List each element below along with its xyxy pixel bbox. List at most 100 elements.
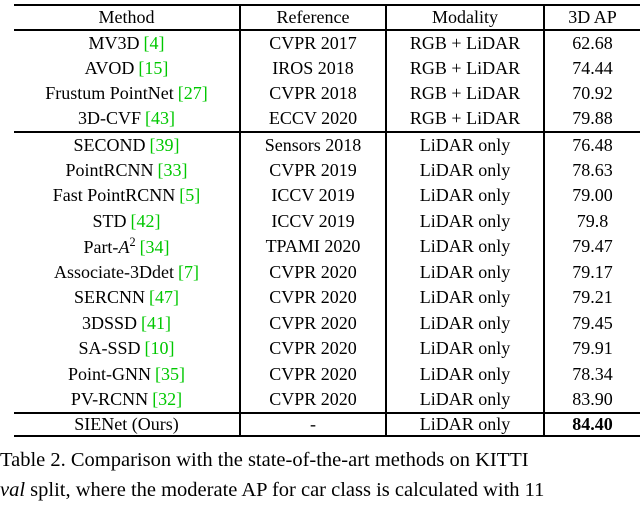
method-cell: PointRCNN [33] (14, 158, 240, 184)
method-name: STD (92, 210, 127, 231)
method-cell: STD [42] (14, 209, 240, 235)
reference-cell: CVPR 2020 (239, 336, 386, 362)
ap-cell: 79.45 (543, 310, 640, 336)
method-cell: 3D-CVF [43] (14, 107, 240, 133)
column-header-3d-ap: 3D AP (543, 5, 640, 30)
modality-cell: RGB + LiDAR (385, 30, 544, 56)
citation-link[interactable]: [34] (139, 237, 170, 258)
reference-cell: Sensors 2018 (239, 132, 386, 158)
citation-link[interactable]: [27] (177, 83, 208, 104)
modality-cell: LiDAR only (385, 387, 544, 413)
method-cell: SECOND [39] (14, 132, 240, 158)
modality-cell: LiDAR only (385, 259, 544, 285)
modality-cell: LiDAR only (385, 336, 544, 362)
modality-cell: RGB + LiDAR (385, 81, 544, 107)
reference-cell: CVPR 2020 (239, 387, 386, 413)
method-cell: MV3D [4] (14, 30, 240, 56)
ap-cell: 70.92 (543, 81, 640, 107)
table-row: AVOD [15] IROS 2018 RGB + LiDAR 74.44 (14, 55, 640, 82)
table-row: PointRCNN [33] CVPR 2019 LiDAR only 78.63 (14, 157, 640, 184)
ap-cell: 79.47 (543, 234, 640, 260)
modality-cell: LiDAR only (385, 285, 544, 311)
table-row: 3DSSD [41] CVPR 2020 LiDAR only 79.45 (14, 310, 640, 337)
caption-val-italic: val (0, 479, 26, 501)
method-cell: SERCNN [47] (14, 285, 240, 311)
method-name: PV-RCNN (70, 388, 149, 409)
table-row: Fast PointRCNN [5] ICCV 2019 LiDAR only 7… (14, 183, 640, 209)
ap-cell: 79.00 (543, 183, 640, 209)
method-cell: 3DSSD [41] (14, 311, 240, 337)
reference-cell: IROS 2018 (239, 55, 386, 81)
citation-link[interactable]: [10] (144, 338, 175, 359)
citation-link[interactable]: [5] (179, 185, 201, 206)
modality-cell: LiDAR only (385, 132, 544, 158)
ap-cell: 79.88 (543, 106, 640, 132)
table-row: MV3D [4] CVPR 2017 RGB + LiDAR 62.68 (14, 30, 640, 56)
method-cell: PV-RCNN [32] (14, 387, 240, 413)
method-cell: Part-A2 [34] (14, 234, 240, 260)
table-caption: Table 2. Comparison with the state-of-th… (0, 445, 640, 505)
table-row: Associate-3Ddet [7] CVPR 2020 LiDAR only … (14, 259, 640, 286)
ap-cell: 84.40 (543, 412, 640, 436)
citation-link[interactable]: [35] (155, 363, 185, 384)
table-row: Frustum PointNet [27] CVPR 2018 RGB + LiD… (14, 81, 640, 107)
ap-cell: 62.68 (543, 30, 640, 56)
method-name: Associate-3Ddet (54, 261, 174, 282)
modality-cell: LiDAR only (385, 208, 544, 234)
modality-cell: LiDAR only (385, 234, 544, 260)
method-name: SIENet (Ours) (74, 413, 179, 434)
reference-cell: CVPR 2020 (239, 285, 386, 311)
ap-cell: 76.48 (543, 132, 640, 158)
reference-cell: CVPR 2019 (239, 157, 386, 183)
modality-cell: LiDAR only (385, 157, 544, 183)
table-row: 3D-CVF [43] ECCV 2020 RGB + LiDAR 79.88 (14, 106, 640, 133)
column-header-modality: Modality (385, 5, 544, 30)
reference-cell: CVPR 2020 (239, 259, 386, 285)
method-superscript: 2 (129, 235, 136, 250)
method-cell: Associate-3Ddet [7] (14, 260, 240, 286)
method-cell: Frustum PointNet [27] (14, 81, 240, 107)
reference-cell: CVPR 2017 (239, 30, 386, 56)
reference-cell: CVPR 2020 (239, 310, 386, 336)
citation-link[interactable]: [42] (130, 210, 161, 231)
citation-link[interactable]: [15] (138, 57, 169, 78)
citation-link[interactable]: [39] (149, 134, 180, 155)
method-name: SECOND (73, 134, 146, 155)
method-name: 3DSSD (81, 312, 138, 333)
modality-cell: RGB + LiDAR (385, 55, 544, 81)
citation-link[interactable]: [33] (157, 159, 188, 180)
citation-link[interactable]: [4] (143, 32, 165, 53)
modality-cell: LiDAR only (385, 361, 544, 387)
method-cell: SA-SSD [10] (14, 336, 240, 362)
method-name: 3D-CVF (77, 108, 141, 129)
citation-link[interactable]: [43] (145, 108, 175, 129)
modality-cell: RGB + LiDAR (385, 106, 544, 132)
citation-link[interactable]: [47] (149, 287, 179, 308)
method-name: PointRCNN (65, 159, 154, 180)
ap-cell: 83.90 (543, 387, 640, 413)
method-cell: AVOD [15] (14, 56, 240, 82)
table-row: PV-RCNN [32] CVPR 2020 LiDAR only 83.90 (14, 387, 640, 413)
table-row: SECOND [39] Sensors 2018 LiDAR only 76.48 (14, 132, 640, 158)
caption-line-2: val split, where the moderate AP for car… (0, 475, 640, 505)
citation-link[interactable]: [7] (177, 261, 199, 282)
column-header-method: Method (98, 7, 155, 27)
reference-cell: ICCV 2019 (239, 183, 386, 209)
method-name: Fast PointRCNN (52, 185, 176, 206)
ap-cell: 79.21 (543, 285, 640, 311)
method-name: AVOD (84, 57, 135, 78)
modality-cell: LiDAR only (385, 183, 544, 209)
citation-link[interactable]: [41] (141, 312, 172, 333)
comparison-table: Method Reference Modality 3D AP MV3D [4] … (14, 4, 640, 437)
ap-cell: 78.63 (543, 157, 640, 183)
column-header-reference: Reference (239, 5, 386, 30)
table-row: SERCNN [47] CVPR 2020 LiDAR only 79.21 (14, 285, 640, 311)
table-row: SA-SSD [10] CVPR 2020 LiDAR only 79.91 (14, 336, 640, 362)
citation-link[interactable]: [32] (152, 388, 183, 409)
modality-cell: LiDAR only (385, 412, 544, 436)
method-name: Part- (83, 237, 119, 258)
ap-cell: 74.44 (543, 55, 640, 81)
caption-line-1: Table 2. Comparison with the state-of-th… (0, 449, 529, 471)
table-row-ours: SIENet (Ours) - LiDAR only 84.40 (14, 412, 640, 436)
method-name: Frustum PointNet (45, 83, 174, 104)
